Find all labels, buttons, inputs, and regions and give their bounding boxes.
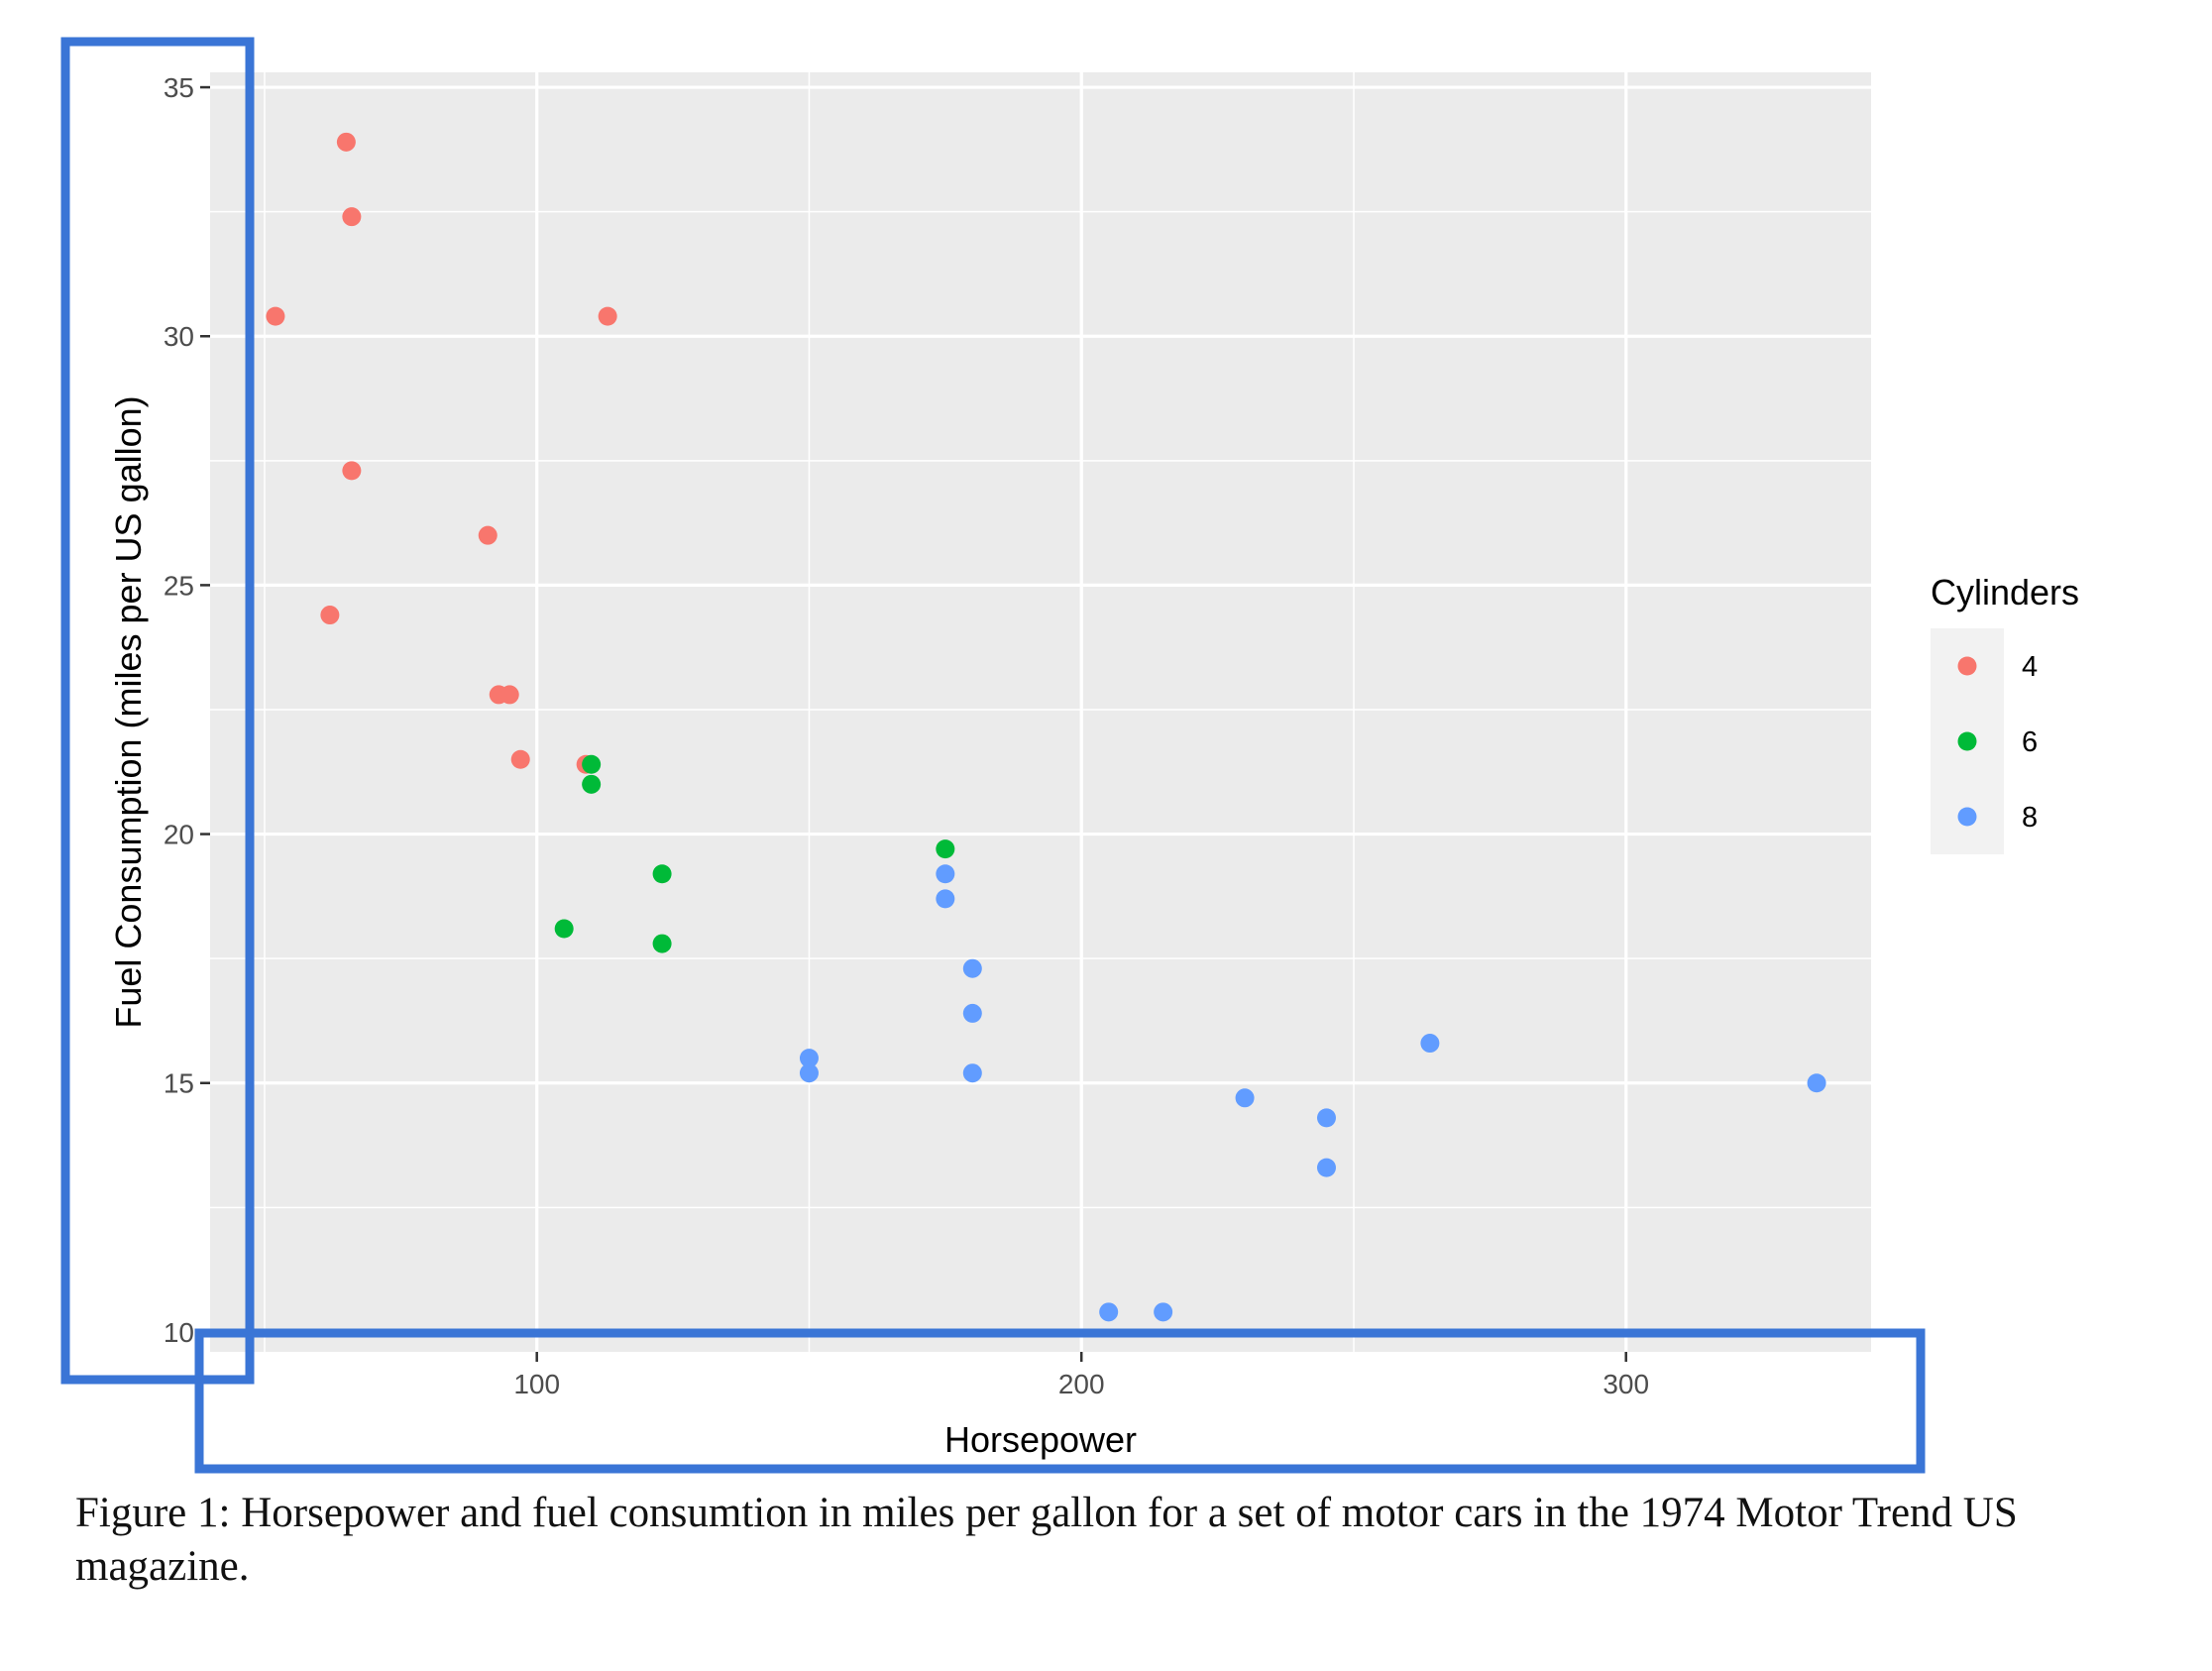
data-point-cyl-8 [962,958,982,978]
y-tick-label: 30 [164,321,194,352]
legend-label-4: 4 [2022,651,2038,683]
data-point-cyl-6 [652,934,672,953]
data-point-cyl-8 [1099,1302,1119,1322]
y-tick-label: 25 [164,570,194,601]
legend-title: Cylinders [1931,572,2079,613]
legend-key-6 [1957,731,1977,751]
x-tick-label: 200 [1058,1369,1105,1399]
data-point-cyl-8 [1807,1073,1826,1093]
data-point-cyl-4 [336,132,356,152]
y-tick-label: 35 [164,72,194,103]
data-point-cyl-4 [499,685,519,705]
x-axis-title: Horsepower [944,1419,1137,1460]
data-point-cyl-8 [936,864,955,884]
data-point-cyl-4 [478,525,498,545]
data-point-cyl-4 [266,306,285,326]
data-point-cyl-8 [1316,1108,1336,1128]
y-tick-label: 15 [164,1068,194,1099]
axes: 10 15 20 25 30 35 100 200 300 [164,72,1649,1399]
data-point-cyl-8 [1420,1034,1440,1054]
x-axis-highlight-box [194,1328,1926,1474]
legend-label-8: 8 [2022,802,2038,834]
data-point-cyl-6 [652,864,672,884]
data-point-cyl-8 [799,1063,819,1083]
y-axis-highlight-box [60,37,255,1385]
y-tick-label: 10 [164,1317,194,1348]
data-point-cyl-6 [582,754,602,774]
data-point-cyl-6 [554,919,574,939]
data-point-cyl-4 [510,749,530,769]
data-point-cyl-8 [962,1003,982,1023]
data-point-cyl-6 [582,774,602,794]
y-axis-title: Fuel Consumption (miles per US gallon) [108,395,149,1028]
data-point-cyl-8 [962,1063,982,1083]
legend-label-6: 6 [2022,726,2038,758]
highlight-boxes [60,37,1926,1474]
data-point-cyl-6 [936,839,955,859]
legend-key-8 [1957,807,1977,827]
x-tick-label: 100 [513,1369,560,1399]
data-point-cyl-4 [342,207,362,227]
data-point-cyl-4 [320,606,340,625]
data-point-cyl-8 [1316,1158,1336,1177]
data-point-cyl-8 [936,889,955,909]
plot-panel [210,72,1871,1352]
figure-caption: Figure 1: Horsepower and fuel consumtion… [75,1490,2018,1590]
legend-key-4 [1957,656,1977,676]
x-tick-label: 300 [1603,1369,1649,1399]
legend: Cylinders 4 6 8 [1931,572,2079,854]
data-point-cyl-8 [799,1049,819,1068]
data-point-cyl-4 [598,306,617,326]
data-points [266,132,1826,1322]
data-point-cyl-4 [342,461,362,481]
data-point-cyl-8 [1235,1088,1255,1108]
data-point-cyl-8 [1154,1302,1173,1322]
y-tick-label: 20 [164,820,194,850]
